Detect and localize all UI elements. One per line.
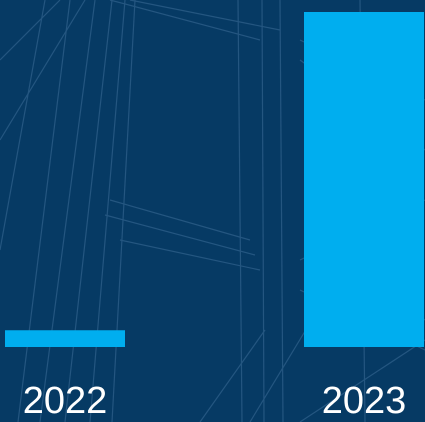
x-tick-label-2023: 2023 (322, 380, 407, 422)
x-tick-label-2022: 2022 (23, 380, 108, 422)
bar-2023 (304, 12, 424, 347)
bar-2022 (5, 330, 125, 347)
